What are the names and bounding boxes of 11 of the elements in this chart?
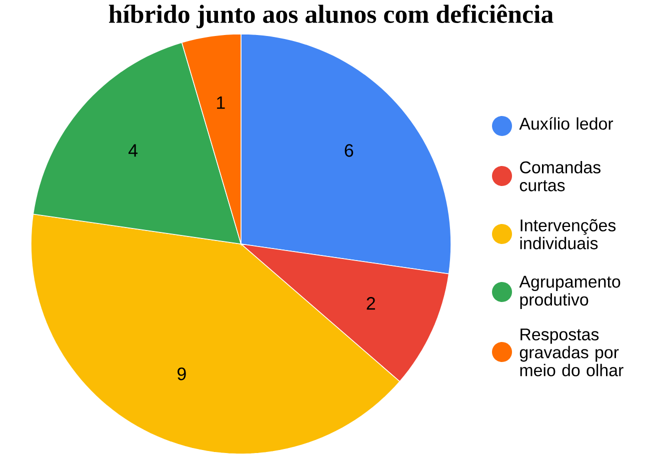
data-label: 6 xyxy=(344,144,354,157)
chart-title: híbrido junto aos alunos com deficiência xyxy=(108,4,554,28)
legend-label: Respostas gravadas por meio do olhar xyxy=(520,328,624,376)
legend-label: Agrupamento produtivo xyxy=(519,276,620,309)
legend-label: Comandas curtas xyxy=(520,160,600,192)
data-label: 1 xyxy=(217,96,225,109)
legend-label: Intervenções individuais xyxy=(520,219,616,250)
legend-label: Auxílio ledor xyxy=(519,117,614,130)
data-label: 2 xyxy=(366,297,375,310)
data-label: 9 xyxy=(178,368,186,380)
data-label: 4 xyxy=(128,144,138,157)
